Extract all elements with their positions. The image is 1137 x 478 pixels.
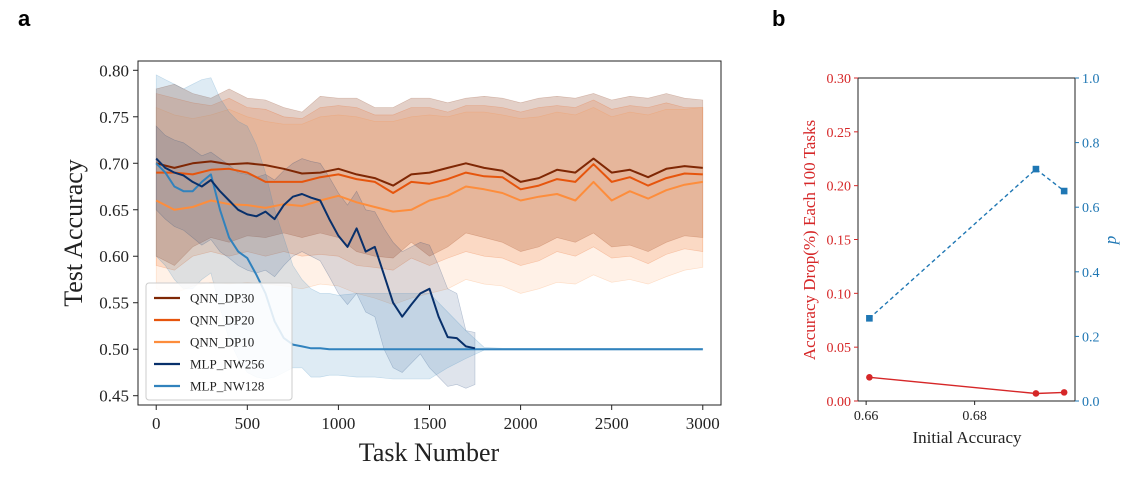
panel-b-chart: 0.66 0.68 0.00 0.05 0.10 0.15 0.20 0.25 0.30 0.… [800, 72, 1120, 447]
b-point-accuracy-drop [1060, 389, 1068, 396]
panel-a-letter: a [18, 6, 31, 31]
legend-label-QNN_DP20: QNN_DP20 [190, 313, 254, 328]
legend-label-MLP_NW256: MLP_NW256 [190, 357, 265, 372]
panel-b-lines [866, 165, 1068, 397]
b-left-tick-label: 0.05 [827, 341, 852, 356]
b-right-tick-label: 1.0 [1082, 72, 1100, 87]
panel-a-y-ticks: 0.45 0.50 0.55 0.60 0.65 0.70 0.75 0.80 [99, 61, 138, 406]
y-tick-label: 0.55 [99, 294, 129, 313]
line-QNN_DP30 [155, 157, 703, 187]
b-right-tick-label: 0.2 [1082, 330, 1100, 345]
b-right-tick-label: 0.0 [1082, 395, 1100, 410]
line-QNN_DP10 [155, 180, 703, 213]
band-QNN_DP10 [155, 107, 704, 305]
b-x-tick-label: 0.66 [854, 409, 879, 424]
band-QNN_DP30 [155, 83, 704, 266]
line-MLP_NW128 [155, 162, 703, 351]
x-tick-label: 500 [235, 414, 261, 433]
panel-b-right-y-ticks: 0.0 0.2 0.4 0.6 0.8 1.0 [1075, 72, 1100, 410]
b-x-tick-label: 0.68 [962, 409, 987, 424]
b-left-tick-label: 0.00 [827, 395, 852, 410]
line-QNN_DP20 [156, 163, 703, 194]
x-tick-label: 2500 [595, 414, 629, 433]
panel-a-x-label: Task Number [359, 438, 500, 467]
panel-b-right-y-label: p [1101, 236, 1120, 246]
legend-label-QNN_DP10: QNN_DP10 [190, 335, 254, 350]
y-tick-label: 0.75 [99, 108, 129, 127]
panel-a-y-label: Test Accuracy [59, 159, 88, 307]
panel-b-letter: b [772, 6, 785, 31]
panel-b-x-ticks: 0.66 0.68 [854, 401, 987, 424]
line-MLP_NW256 [155, 157, 476, 350]
b-right-tick-label: 0.4 [1082, 266, 1100, 281]
panel-b-left-y-ticks: 0.00 0.05 0.10 0.15 0.20 0.25 0.30 [827, 72, 858, 410]
b-point-accuracy-drop [866, 374, 873, 381]
x-tick-label: 0 [152, 414, 161, 433]
b-left-tick-label: 0.15 [827, 234, 852, 249]
legend: QNN_DP30 QNN_DP20 QNN_DP10 MLP_NW256 MLP_NW1… [145, 282, 293, 401]
panel-b-x-label: Initial Accuracy [912, 428, 1022, 447]
b-right-tick-label: 0.6 [1082, 201, 1100, 216]
band-QNN_DP20 [155, 93, 704, 271]
panel-a-bands [155, 74, 704, 389]
b-left-tick-label: 0.20 [827, 180, 852, 195]
x-tick-label: 1000 [321, 414, 355, 433]
b-left-tick-label: 0.30 [827, 72, 852, 87]
b-point-p [1060, 187, 1068, 195]
b-right-tick-label: 0.8 [1082, 137, 1100, 152]
panel-a-chart: 0 500 1000 1500 2000 2500 3000 0.45 0.50 0.55 0.6… [59, 60, 722, 467]
y-tick-label: 0.60 [99, 247, 129, 266]
b-left-tick-label: 0.10 [827, 287, 852, 302]
b-point-p [866, 315, 873, 322]
y-tick-label: 0.45 [99, 387, 129, 406]
b-left-tick-label: 0.25 [827, 126, 852, 141]
panel-a-lines [155, 157, 703, 351]
panel-a-x-ticks: 0 500 1000 1500 2000 2500 3000 [152, 405, 720, 433]
y-tick-label: 0.65 [99, 201, 129, 220]
legend-label-QNN_DP30: QNN_DP30 [190, 291, 254, 306]
y-tick-label: 0.50 [99, 340, 129, 359]
x-tick-label: 2000 [504, 414, 538, 433]
b-point-accuracy-drop [1032, 390, 1040, 397]
x-tick-label: 3000 [686, 414, 720, 433]
legend-label-MLP_NW128: MLP_NW128 [190, 379, 264, 394]
panel-b-frame [857, 77, 1076, 402]
panel-b-left-y-label: Accuracy Drop(%) Each 100 Tasks [800, 120, 819, 360]
y-tick-label: 0.70 [99, 154, 129, 173]
b-line-p [868, 168, 1065, 319]
legend-box [145, 282, 293, 401]
b-point-p [1032, 165, 1040, 173]
y-tick-label: 0.80 [99, 61, 129, 80]
x-tick-label: 1500 [413, 414, 447, 433]
